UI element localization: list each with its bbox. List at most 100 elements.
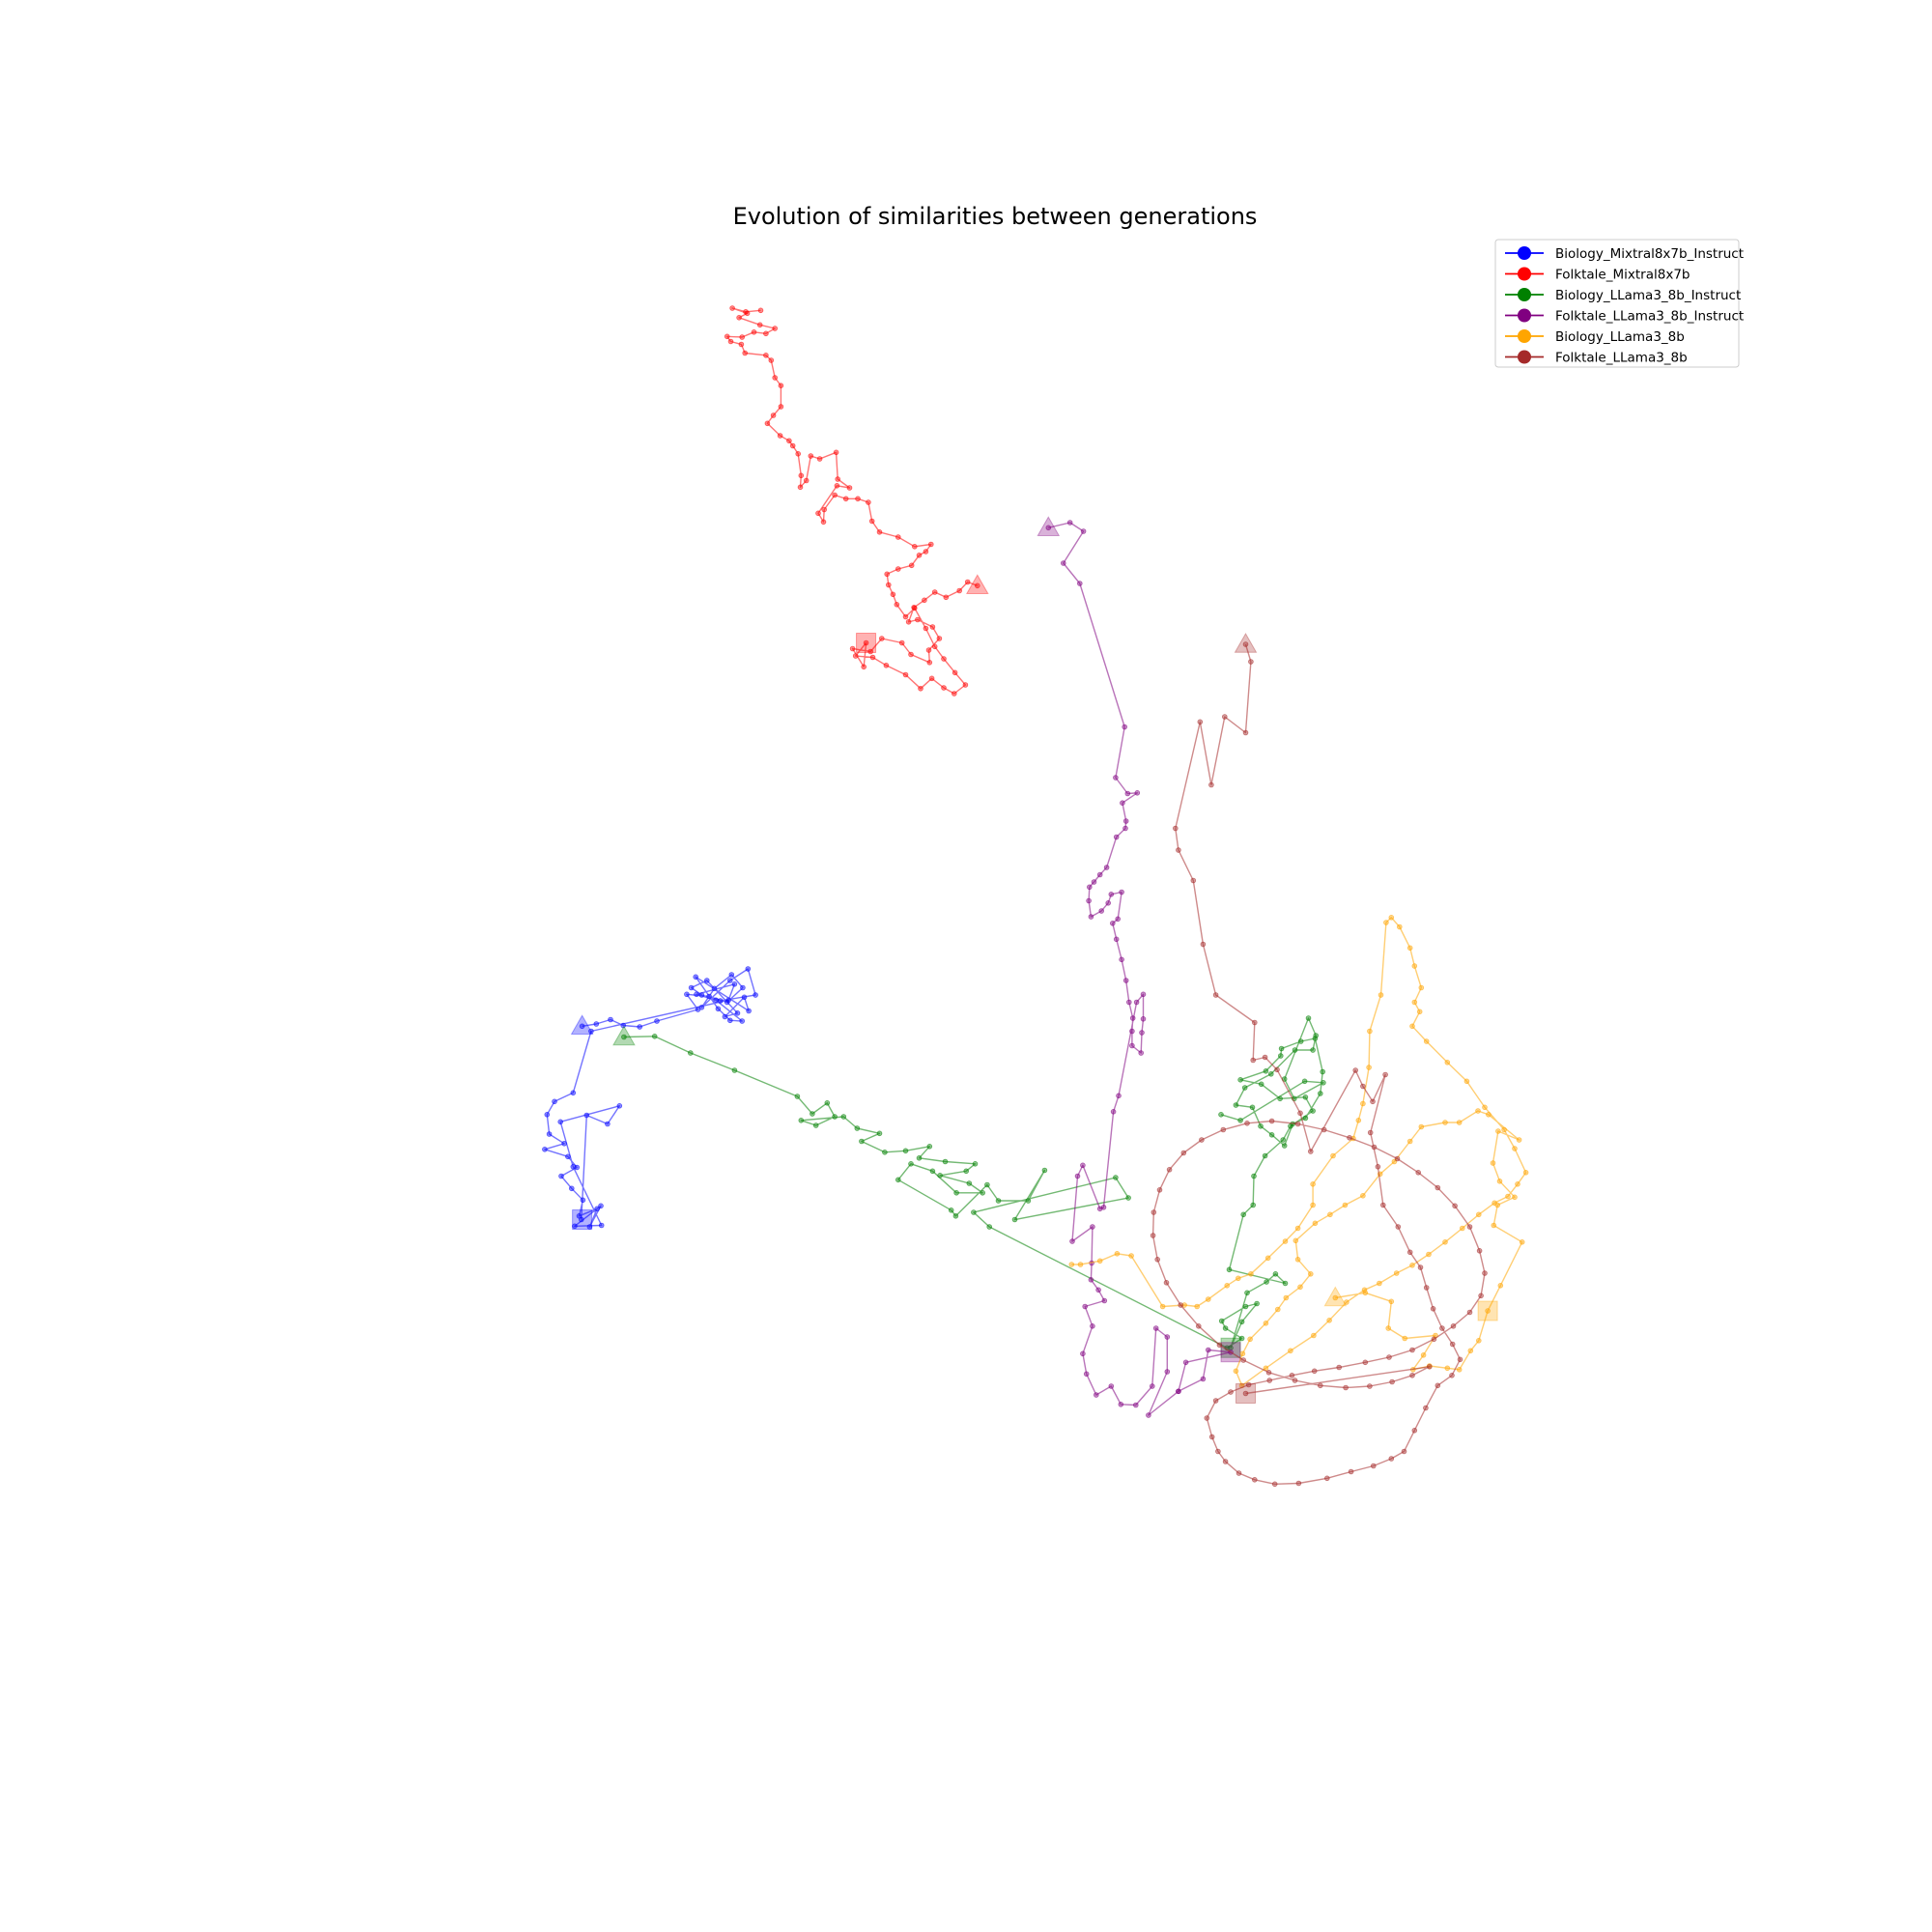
data-point: [1310, 1047, 1316, 1053]
series-line-4: [1071, 917, 1527, 1387]
data-point: [1108, 891, 1115, 897]
data-point: [854, 1125, 861, 1131]
data-point: [1324, 1475, 1330, 1482]
data-point: [746, 1008, 752, 1014]
data-point: [1478, 1293, 1484, 1299]
data-point: [1178, 1302, 1183, 1308]
data-point: [1275, 1306, 1281, 1313]
data-point: [756, 322, 763, 328]
data-point: [803, 477, 810, 484]
data-point: [1176, 847, 1181, 853]
data-point: [1098, 908, 1104, 914]
data-point: [1282, 1280, 1289, 1287]
legend-label-1: Folktale_Mixtral8x7b: [1555, 268, 1690, 283]
data-point: [1248, 659, 1254, 665]
series-4: [1068, 914, 1529, 1389]
data-point: [884, 571, 890, 578]
data-point: [1457, 1356, 1463, 1363]
data-point: [1310, 1108, 1316, 1114]
data-point: [728, 972, 735, 978]
data-point: [1292, 1047, 1298, 1053]
data-point: [588, 1028, 594, 1035]
data-point: [916, 552, 923, 558]
data-point: [1199, 1137, 1205, 1143]
data-point: [1077, 581, 1083, 586]
data-point: [798, 1118, 805, 1123]
data-point: [558, 1173, 564, 1179]
data-point: [1114, 1251, 1121, 1257]
data-point: [1416, 1009, 1423, 1015]
data-point: [1258, 1081, 1264, 1088]
data-point: [715, 1006, 722, 1012]
data-point: [1475, 1108, 1481, 1114]
data-point: [980, 1190, 985, 1196]
data-point: [684, 991, 690, 998]
data-point: [1378, 992, 1384, 998]
data-point: [1318, 1091, 1323, 1096]
data-point: [1352, 1067, 1358, 1073]
data-point: [1095, 1287, 1101, 1293]
data-point: [1320, 1068, 1325, 1075]
data-point: [1087, 884, 1093, 891]
data-point: [1418, 1123, 1425, 1130]
data-point: [1262, 1054, 1268, 1061]
data-point: [859, 1138, 865, 1145]
data-point: [943, 594, 950, 601]
data-point: [1105, 899, 1111, 906]
start-marker-1: [965, 574, 989, 594]
data-point: [1456, 1367, 1463, 1373]
data-point: [1423, 1405, 1429, 1411]
data-point: [698, 1005, 705, 1010]
data-point: [572, 1223, 578, 1230]
data-point: [1288, 1348, 1293, 1354]
data-point: [1091, 879, 1097, 885]
data-point: [786, 438, 792, 444]
data-point: [1263, 1321, 1269, 1326]
data-point: [911, 605, 918, 611]
data-point: [852, 653, 859, 659]
data-point: [916, 1155, 923, 1161]
data-point: [1226, 1266, 1233, 1273]
series-line-0: [544, 968, 756, 1228]
data-point: [742, 350, 748, 356]
data-point: [1090, 1323, 1095, 1329]
data-point: [1491, 1222, 1497, 1229]
data-point: [726, 1017, 733, 1024]
data-point: [1282, 1238, 1289, 1244]
data-point: [1367, 1028, 1373, 1035]
data-point: [1082, 1303, 1088, 1310]
data-point: [952, 1213, 959, 1219]
data-point: [798, 472, 805, 479]
series-1: [724, 305, 989, 696]
data-point: [586, 1224, 593, 1230]
data-point: [936, 636, 943, 641]
data-point: [1411, 1428, 1418, 1434]
data-point: [1236, 1470, 1242, 1476]
data-point: [1411, 999, 1418, 1006]
data-point: [821, 506, 827, 513]
data-point: [688, 984, 695, 991]
data-point: [1452, 1203, 1458, 1209]
series-0: [542, 966, 758, 1230]
data-point: [1435, 1184, 1441, 1191]
data-point: [1250, 1057, 1256, 1064]
data-point: [1066, 520, 1073, 526]
data-point: [763, 352, 769, 358]
data-point: [1122, 818, 1129, 824]
data-point: [883, 662, 890, 668]
data-point: [902, 613, 909, 620]
legend-marker-0: [1518, 246, 1531, 260]
data-point: [908, 651, 914, 658]
data-point: [1423, 1285, 1430, 1291]
data-point: [738, 341, 745, 348]
data-point: [820, 519, 827, 526]
data-point: [694, 991, 699, 998]
data-point: [1496, 1179, 1503, 1184]
data-point: [1074, 1173, 1081, 1179]
data-point: [1294, 1121, 1301, 1127]
data-point: [579, 1023, 585, 1030]
data-point: [570, 1090, 577, 1096]
data-point: [867, 648, 873, 655]
data-point: [703, 978, 710, 983]
data-point: [1302, 1094, 1309, 1100]
